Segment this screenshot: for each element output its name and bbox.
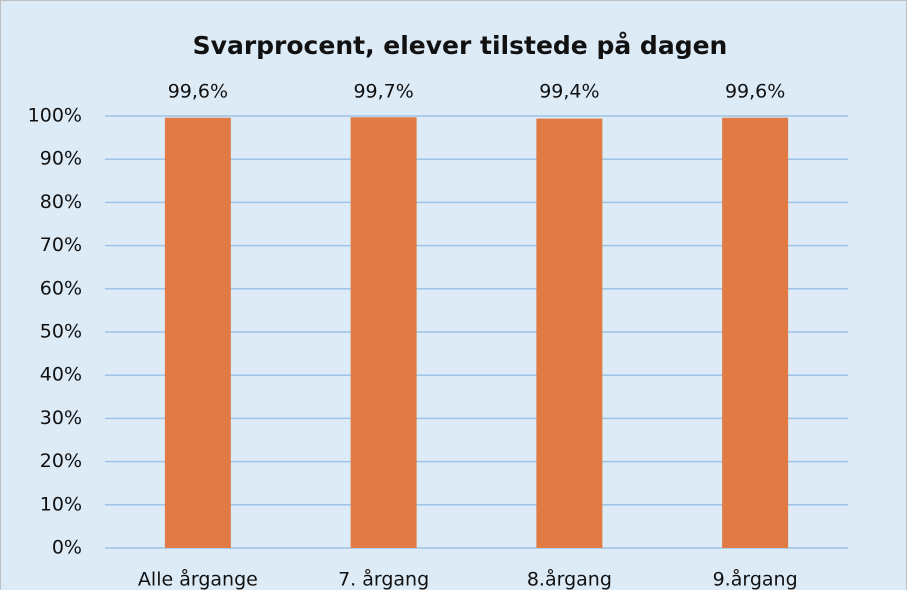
value-label: 99,6% (168, 81, 228, 103)
x-tick-label: 8.årgang (527, 568, 612, 590)
bar (164, 117, 231, 548)
chart-title: Svarprocent, elever tilstede på dagen (193, 31, 728, 60)
y-tick-label: 40% (40, 364, 82, 386)
x-tick-label: 7. årgang (338, 568, 429, 590)
y-tick-label: 0% (52, 537, 82, 559)
y-tick-label: 20% (40, 450, 82, 472)
bar (722, 117, 789, 548)
bar (536, 118, 603, 548)
y-tick-label: 30% (40, 407, 82, 429)
value-label: 99,4% (539, 81, 599, 103)
y-tick-label: 50% (40, 321, 82, 343)
y-tick-label: 90% (40, 148, 82, 170)
y-tick-label: 10% (40, 493, 82, 515)
y-tick-label: 80% (40, 191, 82, 213)
x-tick-label: 9.årgang (713, 568, 798, 590)
x-tick-label: Alle årgange (138, 568, 258, 590)
y-tick-label: 70% (40, 234, 82, 256)
y-tick-label: 60% (40, 277, 82, 299)
value-label: 99,6% (725, 81, 785, 103)
value-label: 99,7% (353, 81, 413, 103)
y-tick-label: 100% (28, 105, 82, 127)
bar (350, 117, 417, 549)
